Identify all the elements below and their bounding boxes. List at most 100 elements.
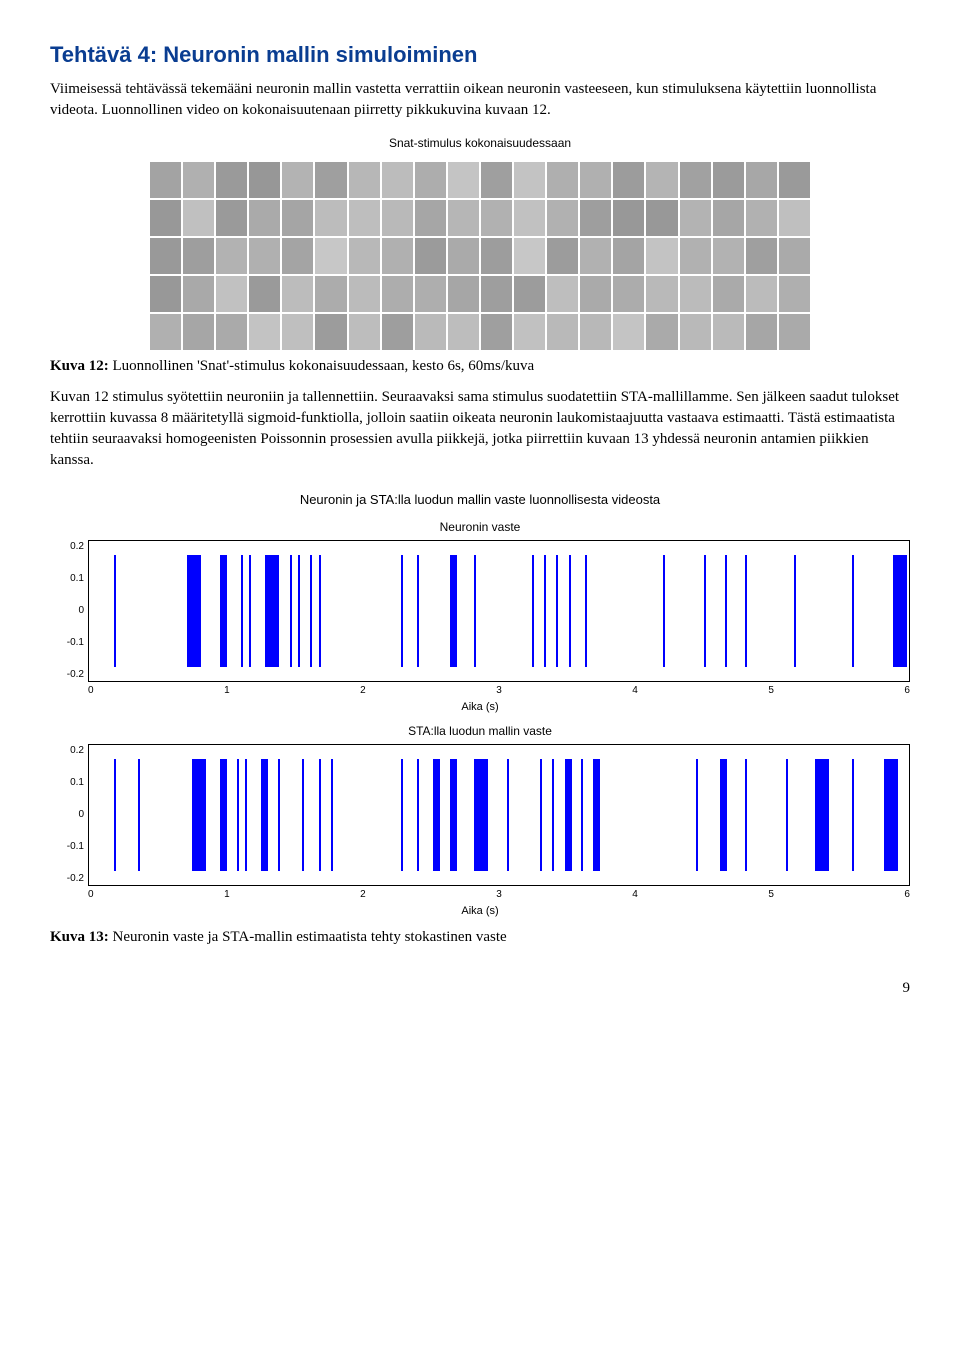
stim-cell — [779, 276, 810, 312]
spike — [474, 759, 488, 871]
stim-cell — [150, 314, 181, 350]
tick-label: 1 — [224, 888, 230, 902]
stim-cell — [183, 238, 214, 274]
fig13-caption: Kuva 13: Neuronin vaste ja STA-mallin es… — [50, 927, 910, 948]
stim-cell — [713, 238, 744, 274]
stim-cell — [580, 200, 611, 236]
stim-cell — [282, 314, 313, 350]
stim-cell — [580, 276, 611, 312]
stim-cell — [349, 200, 380, 236]
paragraph-intro: Viimeisessä tehtävässä tekemääni neuroni… — [50, 79, 910, 121]
stim-cell — [514, 314, 545, 350]
stim-cell — [349, 276, 380, 312]
spike — [786, 759, 788, 871]
stim-row — [150, 200, 810, 236]
tick-label: 2 — [360, 684, 366, 698]
spike — [450, 759, 457, 871]
spike — [893, 555, 907, 667]
tick-label: 2 — [360, 888, 366, 902]
stim-cell — [382, 162, 413, 198]
fig13-subplot2-title: STA:lla luodun mallin vaste — [50, 723, 910, 740]
spike — [401, 759, 403, 871]
stim-cell — [646, 276, 677, 312]
tick-label: 5 — [768, 684, 774, 698]
stim-cell — [746, 162, 777, 198]
spike — [331, 759, 333, 871]
stim-cell — [514, 200, 545, 236]
spike — [696, 759, 698, 871]
fig13-subplot2-xlabel: Aika (s) — [50, 904, 910, 919]
stim-cell — [216, 276, 247, 312]
tick-label: 5 — [768, 888, 774, 902]
stim-cell — [315, 314, 346, 350]
stim-cell — [646, 162, 677, 198]
stim-row — [150, 276, 810, 312]
stim-cell — [216, 314, 247, 350]
stim-cell — [514, 238, 545, 274]
stim-cell — [150, 238, 181, 274]
spike — [569, 555, 571, 667]
fig13-subplot1-plot — [88, 540, 910, 682]
tick-label: 6 — [904, 684, 910, 698]
tick-label: 0 — [88, 888, 94, 902]
stim-cell — [216, 200, 247, 236]
stim-cell — [779, 162, 810, 198]
spike — [565, 759, 572, 871]
stim-cell — [415, 238, 446, 274]
tick-label: -0.2 — [50, 872, 84, 886]
fig13-subplot1-yaxis: 0.20.10-0.1-0.2 — [50, 540, 88, 682]
fig13-subplot2: STA:lla luodun mallin vaste 0.20.10-0.1-… — [50, 723, 910, 919]
tick-label: 6 — [904, 888, 910, 902]
stim-cell — [580, 162, 611, 198]
page-number: 9 — [50, 978, 910, 999]
spike — [474, 555, 476, 667]
paragraph-body: Kuvan 12 stimulus syötettiin neuroniin j… — [50, 387, 910, 471]
stim-cell — [150, 276, 181, 312]
tick-label: 3 — [496, 684, 502, 698]
spike — [401, 555, 403, 667]
fig13-subplot2-yaxis: 0.20.10-0.1-0.2 — [50, 744, 88, 886]
fig12-title: Snat-stimulus kokonaisuudessaan — [50, 135, 910, 152]
stim-cell — [713, 200, 744, 236]
stim-row — [150, 162, 810, 198]
stim-cell — [448, 200, 479, 236]
stim-cell — [315, 162, 346, 198]
stim-cell — [713, 314, 744, 350]
stim-cell — [481, 200, 512, 236]
spike — [114, 555, 116, 667]
stim-cell — [349, 162, 380, 198]
stim-cell — [680, 162, 711, 198]
spike — [884, 759, 898, 871]
stim-cell — [249, 314, 280, 350]
fig13-subplot1-xaxis: 0123456 — [88, 684, 910, 698]
stim-cell — [680, 276, 711, 312]
stim-cell — [680, 200, 711, 236]
stim-cell — [514, 162, 545, 198]
tick-label: 0.1 — [50, 572, 84, 586]
stim-cell — [315, 200, 346, 236]
spike — [319, 555, 321, 667]
fig12-stimulus-grid — [150, 162, 810, 350]
fig13-subplot1-title: Neuronin vaste — [50, 519, 910, 536]
spike — [220, 555, 227, 667]
fig13-chart-wrap: Neuronin ja STA:lla luodun mallin vaste … — [50, 491, 910, 920]
spike — [725, 555, 727, 667]
spike — [552, 759, 554, 871]
stim-cell — [216, 162, 247, 198]
tick-label: 0 — [88, 684, 94, 698]
tick-label: 3 — [496, 888, 502, 902]
stim-cell — [282, 276, 313, 312]
stim-cell — [349, 238, 380, 274]
spike — [794, 555, 796, 667]
spike — [704, 555, 706, 667]
stim-cell — [680, 238, 711, 274]
stim-cell — [415, 314, 446, 350]
stim-cell — [481, 314, 512, 350]
spike — [245, 759, 247, 871]
stim-cell — [746, 314, 777, 350]
spike — [417, 555, 419, 667]
tick-label: 4 — [632, 684, 638, 698]
spike — [237, 759, 239, 871]
stim-cell — [713, 162, 744, 198]
stim-cell — [779, 314, 810, 350]
